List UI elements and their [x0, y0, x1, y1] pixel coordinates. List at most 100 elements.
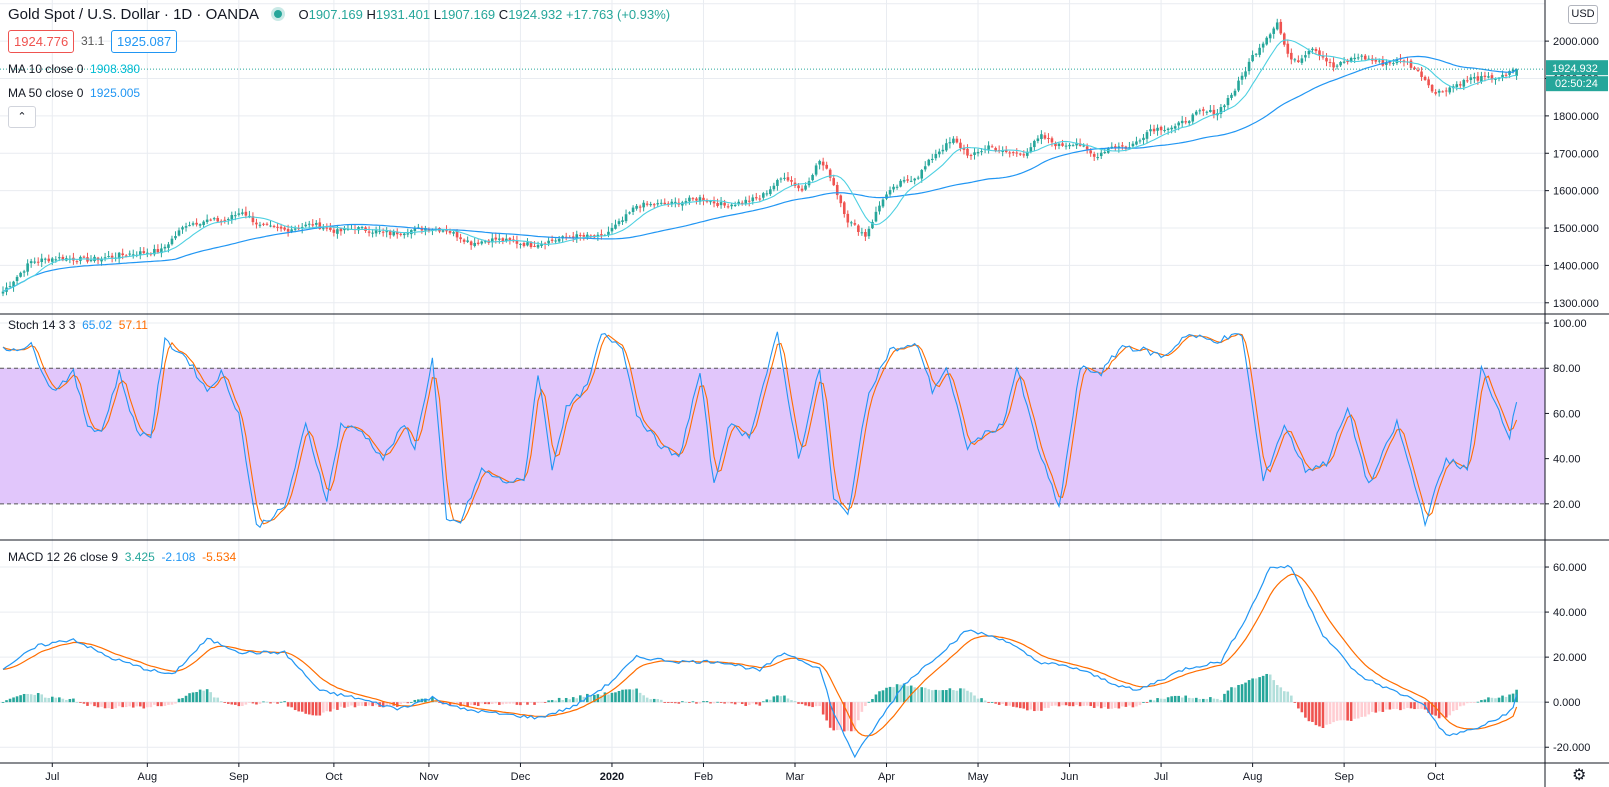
candle-body — [462, 239, 466, 242]
macd-histogram-bar — [1026, 702, 1029, 711]
currency-button[interactable]: USD — [1568, 5, 1598, 24]
candle-body — [645, 203, 649, 205]
candle-body — [469, 241, 473, 246]
macd-histogram-bar — [1131, 702, 1135, 708]
candle-body — [498, 238, 501, 240]
candle-body — [1504, 74, 1508, 76]
macd-histogram-bar — [181, 698, 184, 703]
macd-histogram-bar — [1, 702, 5, 703]
macd-histogram-bar — [1441, 702, 1444, 717]
macd-histogram-bar — [65, 699, 68, 703]
candle-body — [948, 142, 952, 144]
candle-body — [1444, 90, 1448, 92]
price-tick-label: 1700.000 — [1553, 148, 1599, 160]
candle-body — [19, 272, 22, 277]
candle-body — [522, 243, 526, 246]
candle-body — [631, 207, 635, 212]
macd-histogram-bar — [1254, 678, 1258, 703]
collapse-legend-button[interactable]: ⌃ — [8, 106, 36, 128]
candle-body — [75, 261, 79, 263]
macd-histogram-bar — [642, 695, 645, 703]
candle-body — [170, 238, 174, 245]
gear-icon[interactable]: ⚙ — [1572, 767, 1587, 784]
macd-histogram-bar — [212, 697, 216, 703]
macd-histogram-bar — [1117, 702, 1121, 709]
buy-button[interactable]: 1925.087 — [111, 30, 178, 53]
candle-body — [47, 258, 51, 262]
candle-body — [1515, 69, 1518, 76]
macd-histogram-bar — [1128, 702, 1131, 706]
macd-histogram-bar — [230, 702, 234, 705]
candle-body — [621, 220, 624, 222]
macd-histogram-bar — [1152, 700, 1156, 703]
candle-body — [1194, 111, 1198, 115]
candle-body — [596, 234, 600, 237]
macd-histogram-bar — [410, 702, 413, 703]
macd-histogram-bar — [54, 697, 58, 703]
candle-body — [1247, 61, 1251, 72]
macd-histogram-bar — [1363, 702, 1367, 717]
candle-body — [1251, 54, 1254, 62]
candle-body — [832, 178, 836, 186]
macd-histogram-bar — [177, 698, 181, 703]
ma50-legend[interactable]: MA 50 close 0 1925.005 — [8, 86, 141, 100]
candle-body — [540, 243, 543, 246]
ma10-legend[interactable]: MA 10 close 0 1908.380 — [8, 62, 141, 76]
macd-histogram-bar — [934, 689, 938, 703]
macd-histogram-bar — [448, 702, 452, 706]
candle-body — [723, 202, 726, 206]
macd-histogram-bar — [47, 697, 51, 703]
macd-histogram-bar — [853, 702, 857, 732]
macd-histogram-bar — [350, 702, 353, 706]
candle-body — [800, 188, 804, 191]
macd-histogram-bar — [1374, 702, 1378, 713]
stoch-lines — [2, 331, 1518, 529]
candle-body — [814, 165, 818, 175]
candle-body — [698, 197, 702, 202]
macd-histogram-bar — [1029, 702, 1033, 710]
interval[interactable]: 1D — [173, 6, 193, 23]
macd-histogram-bar — [1480, 700, 1483, 703]
macd-histogram-bar — [1335, 702, 1339, 721]
macd-histogram-bar — [1392, 702, 1395, 709]
macd-histogram-bar — [1187, 697, 1191, 703]
market-open-dot-icon — [274, 10, 283, 18]
candle-body — [547, 240, 550, 244]
macd-histogram-bar — [146, 702, 149, 708]
stoch-legend[interactable]: Stoch 14 3 3 65.02 57.11 — [8, 318, 148, 332]
candle-body — [286, 229, 290, 232]
macd-histogram-bar — [793, 701, 797, 703]
macd-histogram-bar — [811, 702, 814, 708]
candle-body — [466, 240, 469, 242]
macd-histogram-bar — [61, 698, 65, 703]
sell-button[interactable]: 1924.776 — [8, 30, 75, 53]
macd-histogram-bar — [1381, 702, 1385, 712]
candle-body — [300, 226, 304, 229]
candle-body — [272, 225, 276, 227]
macd-histogram-bar — [1265, 673, 1268, 703]
macd-histogram-bar — [1205, 698, 1209, 703]
candle-body — [818, 160, 821, 165]
macd-histogram-bar — [557, 697, 561, 703]
candle-body — [195, 222, 198, 225]
candle-body — [163, 246, 167, 249]
macd-line — [2, 564, 1518, 759]
macd-histogram-bar — [1247, 680, 1251, 703]
candle-body — [1473, 77, 1476, 79]
macd-histogram-bar — [1180, 697, 1184, 703]
last-price-label: 1924.932 — [1552, 63, 1598, 75]
candle-body — [1434, 92, 1437, 94]
candle-body — [448, 231, 452, 233]
macd-histogram-bar — [399, 702, 403, 705]
macd-histogram-bar — [1395, 702, 1399, 709]
macd-histogram-bar — [1430, 702, 1434, 715]
candle-body — [406, 233, 410, 235]
macd-legend[interactable]: MACD 12 26 close 9 3.425 -2.108 -5.534 — [8, 550, 237, 564]
macd-histogram-bar — [758, 702, 762, 706]
candle-body — [269, 225, 272, 227]
macd-value: 3.425 — [124, 550, 155, 564]
macd-tick-label: 60.000 — [1553, 562, 1587, 574]
macd-histogram-bar — [339, 702, 343, 707]
candle-body — [1156, 127, 1159, 131]
